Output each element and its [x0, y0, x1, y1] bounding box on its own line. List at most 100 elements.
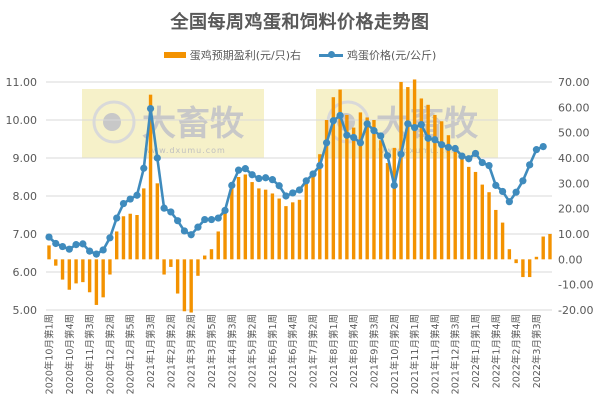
- x-axis-tick: 2021年4月第3周: [226, 314, 238, 388]
- egg-price-marker: [99, 246, 107, 254]
- x-axis-tick: 2021年2月第2周: [165, 314, 177, 388]
- profit-bar: [494, 209, 498, 260]
- right-axis-tick: 0.00: [558, 253, 583, 266]
- profit-bar: [216, 231, 220, 260]
- egg-price-marker: [485, 162, 493, 170]
- profit-bar: [379, 140, 383, 260]
- profit-bar: [311, 171, 315, 260]
- egg-price-marker: [133, 191, 141, 199]
- egg-price-marker: [512, 188, 520, 196]
- egg-price-marker: [519, 177, 527, 185]
- egg-price-marker: [52, 239, 60, 248]
- x-axis-tick: 2021年9月第3周: [368, 314, 380, 388]
- profit-bar: [94, 259, 99, 305]
- profit-bar: [67, 259, 72, 290]
- egg-price-marker: [289, 189, 297, 197]
- profit-bar: [115, 231, 119, 260]
- profit-bar: [175, 259, 180, 294]
- profit-bar: [148, 94, 153, 260]
- left-axis-tick: 5.00: [13, 304, 38, 317]
- egg-price-marker: [86, 247, 94, 255]
- x-axis-tick: 2021年3月第2周: [186, 314, 198, 388]
- legend-item-profit: 蛋鸡预期盈利(元/只)右: [163, 47, 301, 63]
- legend-egg-price-label: 鸡蛋价格(元/公斤): [347, 49, 437, 62]
- profit-bar: [304, 182, 308, 260]
- x-axis-tick: 2020年10月第4周: [64, 314, 76, 394]
- egg-price-marker: [370, 127, 378, 135]
- egg-price-marker: [113, 214, 121, 222]
- egg-price-marker: [201, 215, 209, 224]
- egg-price-marker: [58, 242, 67, 251]
- profit-bar: [81, 259, 85, 283]
- egg-price-marker: [268, 176, 277, 184]
- x-axis-tick: 2021年8月第4周: [348, 314, 360, 388]
- egg-price-marker: [255, 174, 263, 183]
- egg-price-marker: [174, 217, 182, 225]
- x-axis-labels: 2020年10月第1周 2020年10月第4周 2020年11月第3周 2020年12…: [44, 314, 543, 394]
- profit-bar: [521, 259, 525, 278]
- egg-price-marker: [140, 164, 148, 172]
- profit-bar: [74, 259, 78, 284]
- egg-price-line: [45, 105, 547, 258]
- egg-price-marker: [275, 182, 283, 190]
- egg-price-marker: [302, 177, 310, 185]
- egg-price-marker: [458, 152, 466, 160]
- egg-price-marker: [214, 214, 222, 222]
- egg-price-marker: [526, 161, 534, 169]
- svg-text:www.dxumu.com: www.dxumu.com: [144, 146, 226, 155]
- egg-price-marker: [451, 144, 459, 153]
- profit-bar: [406, 87, 410, 260]
- profit-bar: [345, 114, 349, 260]
- egg-price-marker: [79, 240, 87, 248]
- x-axis-tick: 2021年1月第3周: [145, 314, 157, 388]
- right-axis-tick: 10.00: [558, 228, 590, 241]
- egg-price-marker: [410, 124, 419, 132]
- egg-price-marker: [180, 227, 188, 235]
- profit-bar: [243, 174, 248, 260]
- egg-price-marker: [241, 165, 249, 173]
- x-axis-tick: 2022年2月第4周: [511, 314, 523, 388]
- x-axis-tick: 2021年11月第1周: [409, 314, 421, 394]
- right-axis-tick: -20.00: [558, 304, 593, 317]
- profit-bar: [548, 234, 552, 260]
- left-axis-tick: 11.00: [6, 76, 38, 89]
- egg-price-marker: [262, 174, 270, 182]
- egg-price-marker: [126, 195, 134, 203]
- egg-price-marker: [72, 241, 80, 249]
- egg-price-marker: [248, 171, 256, 179]
- x-axis-tick: 2020年12月第5周: [125, 314, 137, 394]
- legend-item-egg-price: 鸡蛋价格(元/公斤): [319, 47, 436, 63]
- profit-bar: [514, 259, 518, 264]
- profit-bar: [60, 259, 65, 280]
- x-axis-tick: 2022年1月第1周: [470, 314, 482, 388]
- profit-bar: [203, 255, 207, 260]
- svg-text:www.dxumu.com: www.dxumu.com: [378, 146, 460, 155]
- profit-bar: [284, 206, 288, 260]
- profit-bar: [324, 120, 329, 260]
- x-axis-tick: 2021年6月第4周: [287, 314, 299, 388]
- profit-bar: [223, 208, 227, 260]
- profit-bar: [155, 183, 160, 260]
- egg-price-marker: [207, 215, 216, 224]
- profit-bar: [534, 256, 539, 260]
- profit-bar: [128, 213, 132, 260]
- profit-bar: [399, 82, 403, 260]
- chart-legend: 蛋鸡预期盈利(元/只)右 鸡蛋价格(元/公斤): [0, 47, 600, 63]
- profit-bar: [230, 184, 234, 260]
- profit-bar: [392, 147, 396, 260]
- egg-price-marker: [498, 187, 507, 196]
- egg-price-marker: [343, 131, 351, 139]
- profit-bar: [121, 216, 126, 260]
- egg-price-marker: [539, 143, 547, 151]
- profit-bar: [507, 249, 512, 260]
- egg-price-marker: [221, 206, 229, 215]
- profit-bar: [541, 236, 545, 260]
- left-axis-tick: 8.00: [13, 190, 38, 203]
- egg-price-marker: [505, 198, 513, 206]
- egg-price-marker: [153, 154, 161, 162]
- right-axis-tick: 30.00: [558, 177, 590, 190]
- profit-bar: [108, 259, 112, 275]
- egg-price-marker: [282, 192, 290, 200]
